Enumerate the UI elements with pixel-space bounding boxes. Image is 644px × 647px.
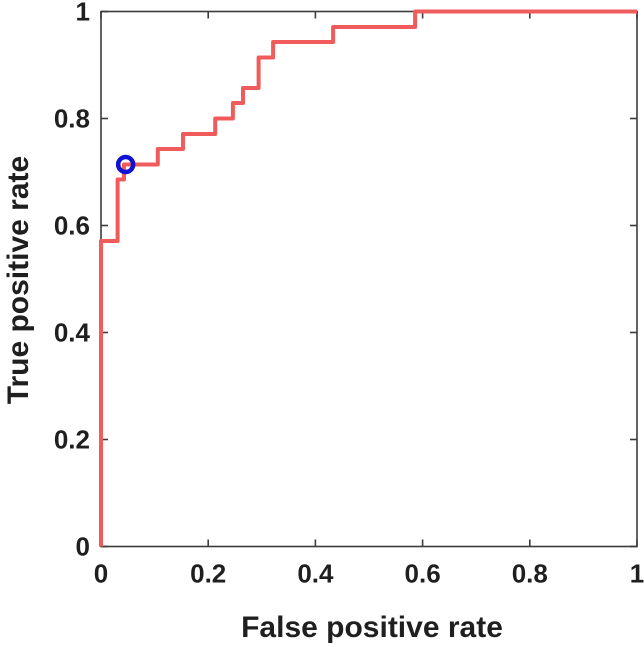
plot-box (100, 10, 638, 548)
y-tick-label: 0.4 (54, 318, 91, 348)
roc-curve-line (99, 9, 637, 547)
operating-point-marker (115, 154, 136, 175)
y-tick-label: 0 (76, 532, 90, 562)
axes-layer: 0 0.2 0.4 0.6 0.8 1 0 0.2 0.4 0.6 0.8 1 (54, 0, 644, 589)
y-axis-label: True positive rate (2, 156, 35, 404)
y-tick-label: 0.6 (54, 211, 90, 241)
curve-layer (99, 9, 637, 547)
x-tick-label: 0.8 (512, 559, 548, 589)
y-tick-label: 0.8 (54, 104, 90, 134)
x-tick-label: 1 (630, 559, 644, 589)
x-tick-label: 0.6 (405, 559, 441, 589)
y-tick-label: 0.2 (54, 425, 90, 455)
x-tick-label: 0.4 (297, 559, 334, 589)
y-tick-label: 1 (76, 0, 90, 27)
x-tick-label: 0.2 (190, 559, 226, 589)
x-tick-label: 0 (94, 559, 108, 589)
x-axis-label: False positive rate (241, 611, 503, 644)
